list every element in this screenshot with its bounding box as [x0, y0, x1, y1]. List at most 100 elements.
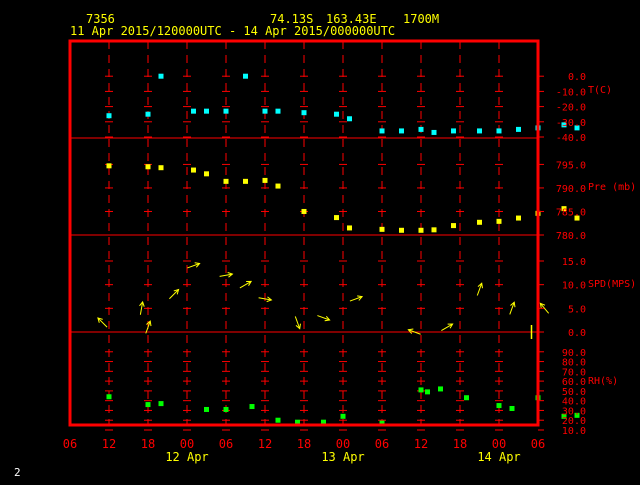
pressure-point [275, 183, 281, 189]
wind-axis-label: SPD(MPS) [588, 279, 636, 290]
wind-arrow-head [173, 288, 180, 295]
x-date-label: 14 Apr [477, 450, 520, 464]
station-id: 7356 [86, 12, 115, 26]
plot-frame [68, 39, 540, 427]
x-tick-label: 06 [375, 437, 389, 451]
humidity-point [379, 420, 385, 426]
grid-layer [70, 41, 538, 431]
wind-arrow-shaft [317, 315, 330, 321]
humidity-point [418, 387, 424, 393]
y-tick-label: 0.0 [568, 72, 586, 83]
wind-arrow-shaft [169, 289, 179, 300]
wind-arrow [407, 328, 421, 335]
y-tick-label: -20.0 [556, 103, 586, 114]
pressure-point [347, 225, 352, 231]
temperature-point [158, 73, 164, 79]
wind-arrow-shaft [294, 316, 301, 329]
humidity-point [158, 401, 164, 407]
wind-arrow-head [324, 315, 331, 322]
y-tick-label: 20.0 [562, 416, 586, 427]
y-tick-label: 90.0 [562, 348, 586, 359]
x-tick-label: 18 [141, 437, 155, 451]
station-latitude: 74.13S [270, 12, 313, 26]
pressure-point [243, 178, 248, 184]
wind-arrow-head [97, 317, 103, 323]
wind-arrow-head [539, 302, 546, 309]
humidity-point [249, 404, 255, 410]
temperature-point [347, 116, 352, 122]
temperature-point [204, 108, 209, 114]
pressure-point [301, 208, 307, 214]
wind-arrow [258, 296, 273, 303]
wind-arrow [187, 262, 201, 269]
wind-arrow [509, 301, 516, 315]
x-tick-label: 12 [414, 437, 428, 451]
wind-arrow-shaft [441, 323, 453, 331]
pressure-point [418, 227, 424, 233]
pressure-point [477, 219, 482, 225]
pressure-point [334, 215, 339, 221]
pressure-point [561, 206, 567, 212]
wind-arrow-shaft [145, 320, 151, 334]
wind-arrow-head [295, 323, 301, 330]
humidity-point [425, 389, 430, 395]
station-longitude: 163.43E [326, 12, 377, 26]
wind-arrow-head [447, 323, 454, 329]
humidity-point [464, 395, 469, 401]
pressure-point [516, 215, 521, 221]
x-tick-label: 18 [453, 437, 467, 451]
temperature-point [431, 129, 437, 135]
wind-arrow [169, 288, 180, 300]
wind-arrow-head [139, 300, 145, 307]
temperature-point [574, 125, 580, 131]
temperature-point [275, 108, 281, 114]
humidity-point [321, 419, 326, 425]
wind-arrow-head [227, 271, 234, 278]
x-tick-label: 00 [180, 437, 194, 451]
pressure-point [451, 223, 456, 229]
station-elevation: 1700M [403, 12, 439, 26]
pressure-point [158, 165, 164, 171]
wind-arrow-shaft [219, 273, 233, 277]
wind-arrow-head [246, 280, 253, 286]
x-date-label: 12 Apr [165, 450, 208, 464]
temperature-point [477, 128, 482, 134]
y-tick-label: 40.0 [562, 397, 586, 408]
temperature-point [106, 113, 112, 119]
x-tick-label: 06 [531, 437, 545, 451]
wind-arrow-head [194, 262, 201, 268]
temperature-axis-label: T(C) [588, 85, 612, 96]
wind-arrow [476, 282, 483, 296]
temperature-point [516, 126, 521, 132]
y-tick-label: 50.0 [562, 387, 586, 398]
humidity-point [561, 413, 567, 419]
wind-arrow-shaft [139, 301, 144, 315]
humidity-point [204, 406, 209, 412]
y-tick-label: -30.0 [556, 118, 586, 129]
wind-arrow [239, 280, 253, 289]
temperature-point [399, 128, 404, 134]
date-range: 11 Apr 2015/120000UTC - 14 Apr 2015/0000… [70, 24, 395, 38]
temperature-point [418, 126, 424, 132]
humidity-point [295, 419, 300, 425]
temperature-point [301, 110, 307, 116]
x-tick-label: 00 [492, 437, 506, 451]
wind-arrow-shaft [258, 297, 272, 301]
humidity-axis-label: RH(%) [588, 376, 618, 387]
wind-arrow-shaft [539, 303, 550, 314]
wind-arrow-shaft [408, 329, 421, 335]
humidity-point [223, 406, 229, 412]
humidity-point [438, 386, 443, 392]
pressure-point [431, 227, 437, 233]
temperature-point [262, 108, 268, 114]
wind-arrow-head [266, 296, 273, 303]
y-tick-label: 5.0 [568, 304, 586, 315]
wind-arrow-shaft [476, 283, 483, 296]
wind-arrow-shaft [349, 296, 363, 302]
wind-arrow-head [357, 295, 364, 301]
x-tick-label: 18 [297, 437, 311, 451]
x-date-label: 13 Apr [321, 450, 364, 464]
temperature-point [191, 108, 196, 114]
y-tick-label: 795.0 [556, 160, 586, 171]
